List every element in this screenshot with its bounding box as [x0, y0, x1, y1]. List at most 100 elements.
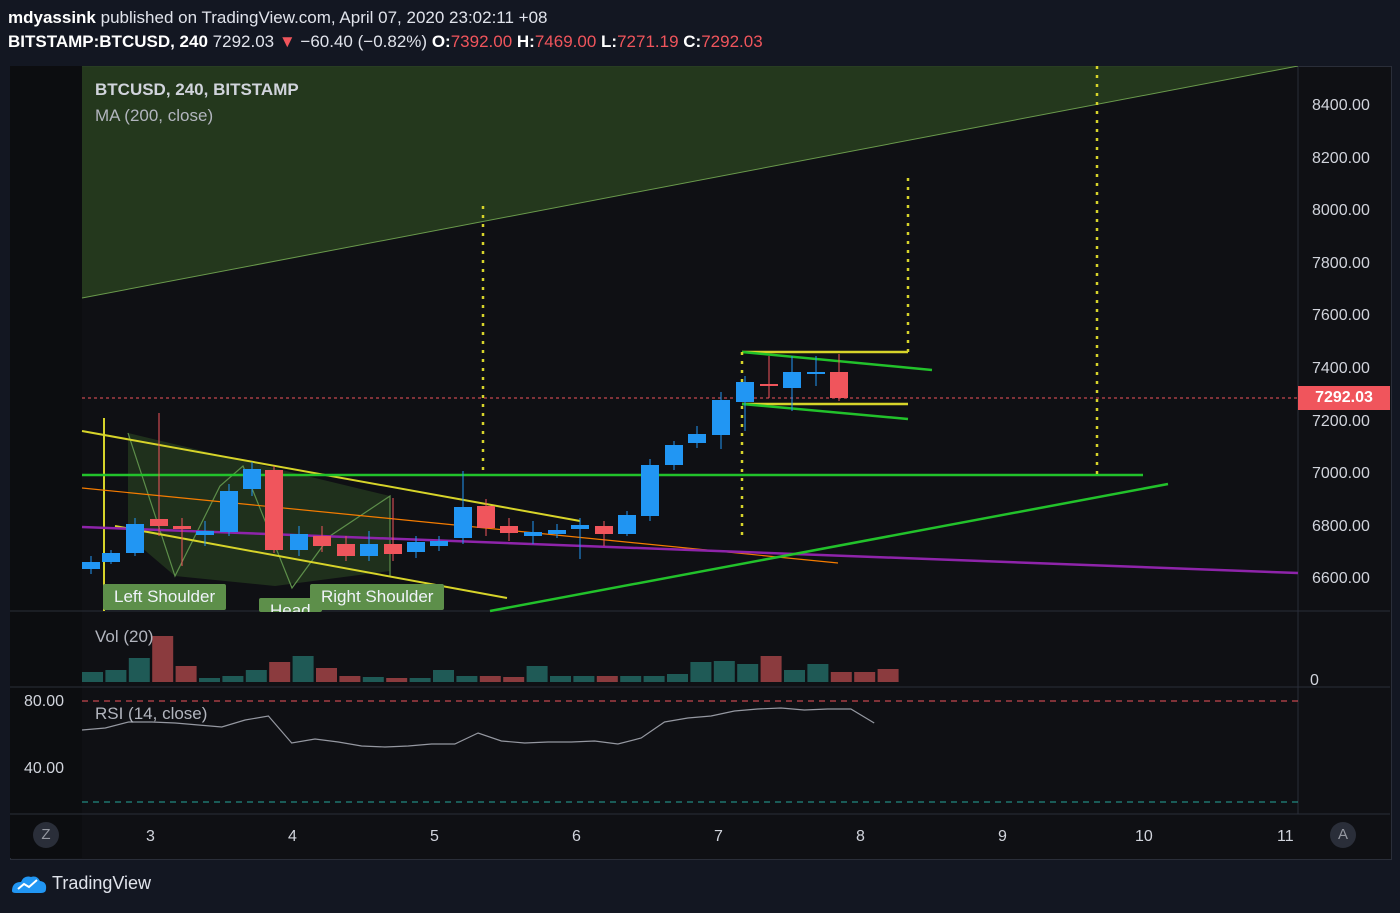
time-tick: 3 — [146, 828, 155, 845]
volume-bar — [362, 677, 384, 682]
time-tick: 10 — [1135, 828, 1153, 845]
volume-bar — [456, 676, 478, 682]
candle-body[interactable] — [407, 542, 425, 552]
candle-body[interactable] — [290, 534, 308, 550]
candle-body[interactable] — [641, 465, 659, 516]
candle-body[interactable] — [102, 553, 120, 562]
hs-pattern-fill[interactable] — [128, 433, 390, 586]
candle-body[interactable] — [571, 525, 589, 529]
candle-body[interactable] — [477, 506, 495, 528]
price-tick: 8000.00 — [1312, 202, 1370, 220]
volume-bar — [316, 668, 337, 682]
candle-body[interactable] — [618, 515, 636, 534]
volume-bars-group — [82, 636, 899, 682]
low-label: L: — [601, 32, 618, 51]
volume-bar — [690, 662, 712, 682]
price-tick: 8400.00 — [1312, 97, 1370, 114]
volume-bar — [199, 678, 220, 682]
head-label[interactable]: Head — [259, 598, 322, 612]
legend-rsi[interactable]: RSI (14, close) — [95, 704, 208, 723]
candle-body[interactable] — [524, 532, 542, 536]
volume-bar — [784, 670, 805, 682]
candle-body[interactable] — [313, 536, 331, 546]
right-shoulder-label[interactable]: Right Shoulder — [310, 584, 445, 610]
zoom-reset-button[interactable]: Z — [33, 822, 59, 848]
candle-body[interactable] — [196, 531, 214, 535]
candle-body[interactable] — [126, 524, 144, 553]
candle-body[interactable] — [265, 470, 283, 550]
volume-axis-zero: 0 — [1310, 672, 1319, 689]
time-tick: 6 — [572, 828, 581, 845]
legend-volume[interactable]: Vol (20) — [95, 627, 154, 646]
flag-top-green[interactable] — [741, 350, 933, 372]
symbol-name[interactable]: BITSTAMP:BTCUSD, 240 — [8, 32, 208, 51]
volume-bar — [737, 664, 759, 682]
auto-scale-button[interactable]: A — [1330, 822, 1356, 848]
candle-body[interactable] — [595, 526, 613, 534]
ascending-trendline[interactable] — [489, 482, 1169, 613]
last-price-badge: 7292.03 — [1298, 386, 1390, 410]
open-value: 7392.00 — [450, 32, 513, 51]
volume-bar — [877, 669, 899, 682]
volume-bar — [620, 676, 642, 682]
candle-body[interactable] — [548, 530, 566, 534]
price-tick: 6600.00 — [1312, 570, 1370, 588]
price-change: −60.40 (−0.82%) — [300, 32, 428, 51]
price-tick: 7000.00 — [1312, 465, 1370, 483]
volume-bar — [596, 676, 618, 682]
rsi-tick-80: 80.00 — [24, 693, 65, 710]
close-value: 7292.03 — [701, 32, 763, 51]
candle-body[interactable] — [712, 400, 730, 435]
legend-ma[interactable]: MA (200, close) — [95, 106, 214, 125]
candle-body[interactable] — [736, 382, 754, 402]
candle-body[interactable] — [665, 445, 683, 465]
chart-header: mdyassink published on TradingView.com, … — [8, 6, 763, 54]
high-label: H: — [516, 32, 535, 51]
volume-bar — [830, 672, 852, 682]
time-tick: 9 — [998, 828, 1007, 845]
price-tick: 6800.00 — [1312, 517, 1370, 535]
left-margin — [10, 66, 82, 858]
candle-body[interactable] — [150, 519, 168, 526]
volume-bar — [409, 678, 431, 682]
flag-bottom-green[interactable] — [741, 402, 909, 421]
candle-body[interactable] — [173, 526, 191, 529]
candle-body[interactable] — [220, 491, 238, 532]
down-arrow-icon: ▼ — [278, 32, 296, 51]
price-tick: 7600.00 — [1312, 307, 1370, 325]
candle-body[interactable] — [430, 541, 448, 546]
time-tick: 5 — [430, 828, 439, 845]
candle-body[interactable] — [830, 372, 848, 398]
legend-symbol[interactable]: BTCUSD, 240, BITSTAMP — [95, 80, 299, 99]
candle-body[interactable] — [337, 544, 355, 556]
volume-bar — [503, 677, 525, 682]
author-name[interactable]: mdyassink — [8, 8, 96, 27]
low-value: 7271.19 — [617, 32, 679, 51]
candle-body[interactable] — [807, 372, 825, 374]
candle-body[interactable] — [82, 562, 100, 569]
footer-brand[interactable]: TradingView — [10, 873, 151, 895]
open-label: O: — [431, 32, 451, 51]
candle-body[interactable] — [500, 526, 518, 533]
channel-trendline[interactable] — [81, 66, 1299, 299]
candle-body[interactable] — [688, 434, 706, 443]
time-tick: 4 — [288, 828, 297, 845]
volume-bar — [550, 676, 571, 682]
volume-bar — [526, 666, 548, 682]
volume-bar — [667, 674, 688, 682]
candle-body[interactable] — [783, 372, 801, 388]
candles-group[interactable] — [82, 354, 848, 574]
volume-bar — [479, 676, 501, 682]
volume-bar — [269, 662, 291, 682]
candle-body[interactable] — [454, 507, 472, 538]
time-tick: 8 — [856, 828, 865, 845]
chart-canvas[interactable] — [10, 66, 1390, 858]
candle-body[interactable] — [360, 544, 378, 556]
candle-body[interactable] — [243, 469, 261, 489]
price-tick: 7800.00 — [1312, 254, 1370, 272]
candle-body[interactable] — [760, 384, 778, 386]
price-tick: 8200.00 — [1312, 149, 1370, 167]
candle-body[interactable] — [384, 544, 402, 554]
left-shoulder-label[interactable]: Left Shoulder — [103, 584, 227, 610]
close-label: C: — [683, 32, 702, 51]
